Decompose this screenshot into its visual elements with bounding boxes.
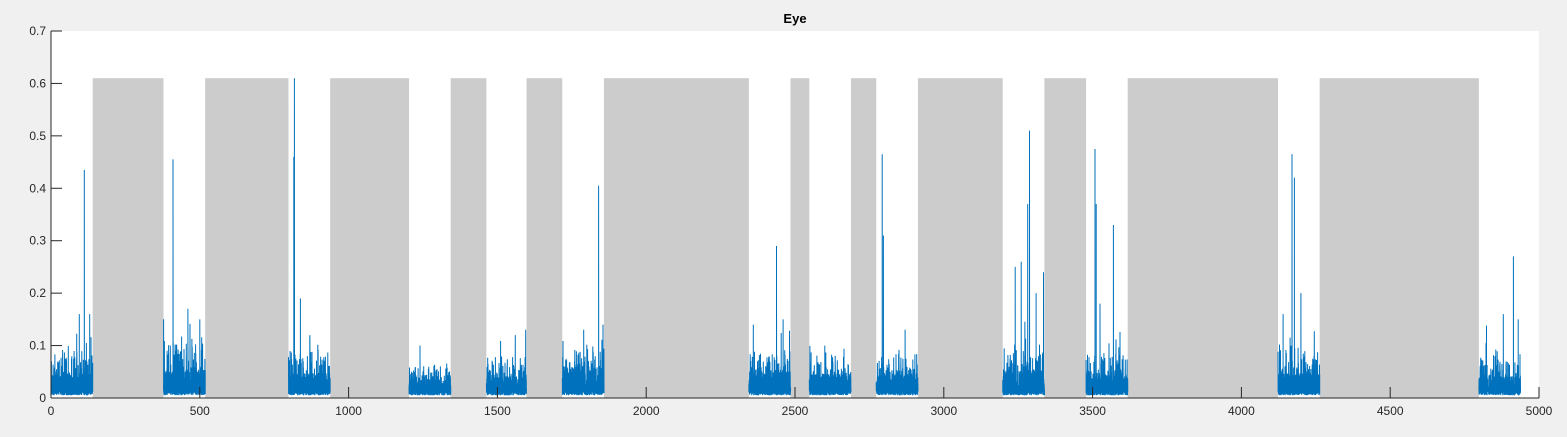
shaded-region-3 [330,78,410,398]
signal-segment-6 [561,185,605,396]
shaded-region-7 [790,78,810,398]
signal-segment-4 [408,345,452,396]
x-tick-label-2000: 2000 [633,404,660,418]
x-tick-label-500: 500 [190,404,210,418]
signal-segment-12 [1277,154,1321,396]
signal-segment-2 [163,159,206,396]
x-tick-label-1500: 1500 [484,404,511,418]
chart-title: Eye [783,11,806,26]
x-tick-label-3000: 3000 [930,404,957,418]
y-tick-label-0.1: 0.1 [29,339,46,353]
shaded-region-2 [205,78,289,398]
signal-segment-9 [875,154,919,396]
x-tick-label-4500: 4500 [1377,404,1404,418]
shaded-regions [92,78,1479,398]
x-tick-label-2500: 2500 [782,404,809,418]
y-tick-label-0.6: 0.6 [29,76,46,90]
x-tick-label-3500: 3500 [1079,404,1106,418]
axes: 0 500 1000 1500 2000 2500 3000 3500 4000 4500 5000… [29,24,1552,418]
y-tick-label-0.2: 0.2 [29,286,46,300]
shaded-region-9 [917,78,1003,398]
x-tick-label-0: 0 [48,404,55,418]
shaded-region-5 [526,78,563,398]
y-tick-label-0.3: 0.3 [29,234,46,248]
shaded-region-1 [92,78,164,398]
shaded-region-4 [450,78,487,398]
signal-segment-13 [1478,256,1522,396]
x-tick-label-4000: 4000 [1228,404,1255,418]
shaded-region-10 [1044,78,1087,398]
signal-segment-3 [288,78,331,396]
shaded-region-11 [1127,78,1279,398]
y-tick-label-0.4: 0.4 [29,181,46,195]
y-tick-label-0.7: 0.7 [29,24,46,38]
x-tick-label-1000: 1000 [335,404,362,418]
shaded-region-12 [1319,78,1479,398]
signal-segment-5 [485,329,527,396]
shaded-region-6 [603,78,749,398]
shaded-region-8 [850,78,877,398]
signal-segment-1 [50,169,94,396]
signal-segment-11 [1085,148,1129,396]
y-tick-label-0.5: 0.5 [29,129,46,143]
y-tick-label-0: 0 [39,391,46,405]
signal-segment-10 [1002,130,1045,396]
signal-series [50,78,1522,396]
signal-segment-8 [808,345,852,396]
signal-segment-7 [748,245,792,396]
x-tick-label-5000: 5000 [1526,404,1553,418]
